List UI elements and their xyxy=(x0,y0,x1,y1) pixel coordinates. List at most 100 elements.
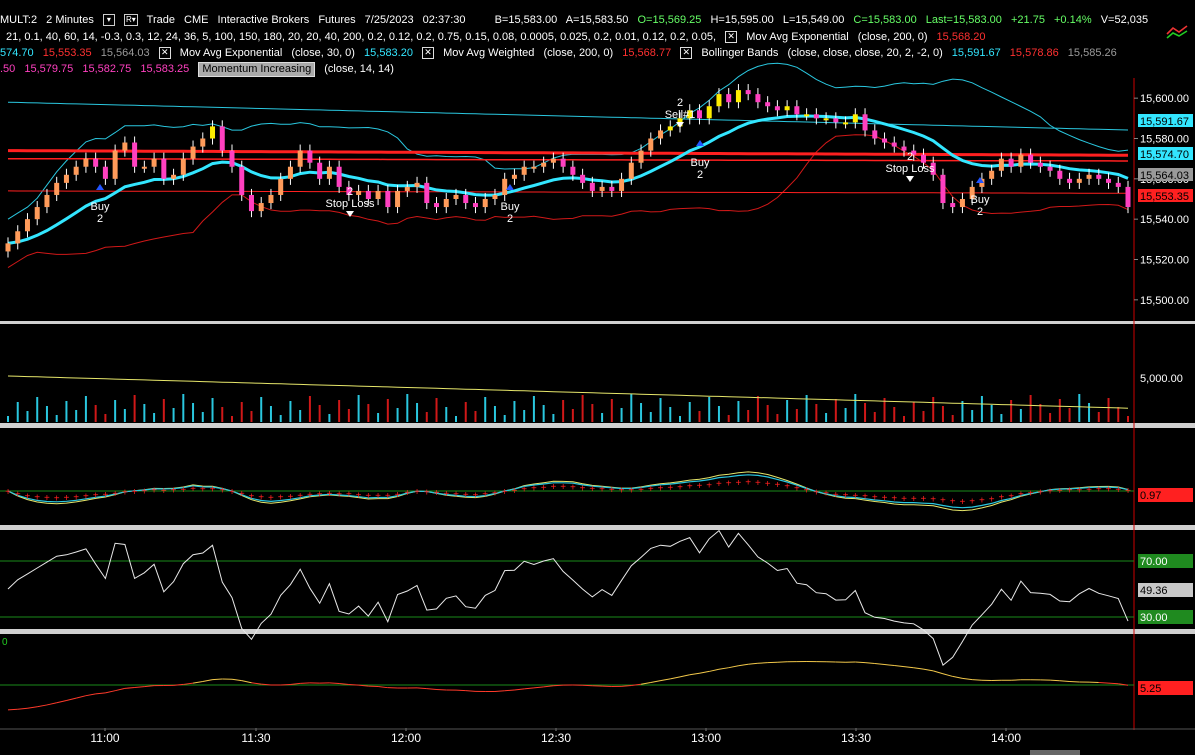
candle-body xyxy=(804,114,810,117)
macd-dot: + xyxy=(414,487,420,498)
macd-dot: + xyxy=(998,493,1004,504)
macd-dot: + xyxy=(804,486,810,497)
price-badge-text: 15,553.35 xyxy=(1140,191,1189,203)
wma-value: 15,568.77 xyxy=(622,47,672,59)
ema30-checkbox-icon[interactable]: ✕ xyxy=(158,47,171,60)
macd-dot: + xyxy=(463,490,469,501)
ema200-name[interactable]: Mov Avg Exponential xyxy=(746,31,849,43)
macd-dot: + xyxy=(44,493,50,504)
rsi-line xyxy=(7,529,1129,667)
last-panel-line xyxy=(183,682,194,685)
candle-body xyxy=(365,190,371,199)
candle-body xyxy=(1106,178,1112,183)
ema200-checkbox-icon[interactable]: ✕ xyxy=(725,31,738,44)
macd-dot: + xyxy=(317,489,323,500)
macd-dot: + xyxy=(745,477,751,488)
wma-name[interactable]: Mov Avg Weighted xyxy=(443,47,535,59)
candle-body xyxy=(404,186,410,191)
last-panel-badge xyxy=(1138,681,1193,695)
candle-body xyxy=(317,162,323,179)
last-panel-line xyxy=(134,686,145,688)
interval-dropdown-icon[interactable]: ▾ xyxy=(102,14,115,27)
open-label: O=15,569.25 xyxy=(637,14,702,26)
macd-dot: + xyxy=(969,496,975,507)
row2-value-1: 574.70 xyxy=(0,47,34,59)
candle-body xyxy=(463,194,469,204)
macd-dot: + xyxy=(404,488,410,499)
ema30-name[interactable]: Mov Avg Exponential xyxy=(179,47,283,59)
candle-body xyxy=(706,106,712,119)
trend-arrows-icon[interactable] xyxy=(1165,24,1189,40)
last-panel-line xyxy=(553,684,564,687)
macd-dot: + xyxy=(132,487,138,498)
rsi-badge-text: 70.00 xyxy=(1140,556,1168,568)
trade-label[interactable]: Trade xyxy=(146,14,175,26)
r-toggle-button[interactable]: R▾ xyxy=(123,14,138,27)
last-panel-line xyxy=(757,662,768,664)
interval-label[interactable]: 2 Minutes xyxy=(46,14,94,26)
price-badge xyxy=(1138,168,1193,181)
macd-dot: + xyxy=(288,492,294,503)
bb-checkbox-icon[interactable]: ✕ xyxy=(680,47,693,60)
macd-dot: + xyxy=(395,490,401,501)
last-panel-line xyxy=(290,682,301,686)
last-panel-line xyxy=(748,662,758,665)
last-panel-badge-text: 5.25 xyxy=(1140,683,1161,695)
momentum-increasing-button[interactable]: Momentum Increasing xyxy=(198,62,316,77)
macd-dot: + xyxy=(843,491,849,502)
macd-dot: + xyxy=(755,478,761,489)
macd-dot: + xyxy=(424,487,430,498)
macd-dot: + xyxy=(336,489,342,500)
close-label: C=15,583.00 xyxy=(853,14,917,26)
rsi-badge xyxy=(1138,554,1193,568)
time-label: 02:37:30 xyxy=(422,14,466,26)
indicator-row-3: .50 15,579.75 15,582.75 15,583.25 Moment… xyxy=(0,61,400,77)
x-tick-label: 13:30 xyxy=(841,731,871,745)
candle-body xyxy=(784,106,790,111)
candle-body xyxy=(122,142,128,151)
wma-checkbox-icon[interactable]: ✕ xyxy=(422,47,435,60)
macd-dot: + xyxy=(911,494,917,505)
volume-label: V=52,035 xyxy=(1100,14,1149,26)
last-panel-line xyxy=(465,690,476,692)
r-toggle-label: R xyxy=(125,15,132,25)
candle-body xyxy=(843,122,849,125)
last-panel-line xyxy=(212,678,223,681)
candle-body xyxy=(920,154,926,163)
macd-dot: + xyxy=(1047,486,1053,497)
ask-label: A=15,583.50 xyxy=(565,14,629,26)
macd-dot: + xyxy=(180,485,186,496)
indicator-row-2: 574.70 15,553.35 15,564.03 ✕ Mov Avg Exp… xyxy=(0,45,1123,61)
buy-arrow-icon xyxy=(976,177,984,183)
macd-dot: + xyxy=(83,492,89,503)
macd-dot: + xyxy=(541,483,547,494)
macd-dot: + xyxy=(492,488,498,499)
macd-dot: + xyxy=(726,479,732,490)
macd-dot: + xyxy=(930,494,936,505)
rsi-badge xyxy=(1138,610,1193,624)
signal-label: Sell#1 xyxy=(665,109,696,121)
last-panel-line xyxy=(95,692,106,695)
macd-dot: + xyxy=(774,480,780,491)
market-label: Futures xyxy=(318,14,356,26)
candle-body xyxy=(959,199,965,208)
bb-upper: 15,591.67 xyxy=(951,47,1001,59)
macd-dot: + xyxy=(648,484,654,495)
macd-dot: + xyxy=(570,482,576,493)
bb-name[interactable]: Bollinger Bands xyxy=(701,47,779,59)
date-label: 7/25/2023 xyxy=(364,14,414,26)
symbol-label[interactable]: MULT:2 xyxy=(0,14,38,26)
candle-body xyxy=(239,166,245,195)
candle-body xyxy=(307,150,313,163)
last-panel-line xyxy=(533,686,544,689)
row3-value-3: 15,582.75 xyxy=(82,63,132,75)
macd-dot: + xyxy=(687,482,693,493)
last-panel-line xyxy=(358,684,369,687)
macd-dot: + xyxy=(950,496,956,507)
candle-body xyxy=(823,118,829,121)
candle-body xyxy=(83,158,89,167)
macd-badge xyxy=(1138,488,1193,502)
macd-dot: + xyxy=(25,491,31,502)
candle-body xyxy=(1125,186,1131,208)
